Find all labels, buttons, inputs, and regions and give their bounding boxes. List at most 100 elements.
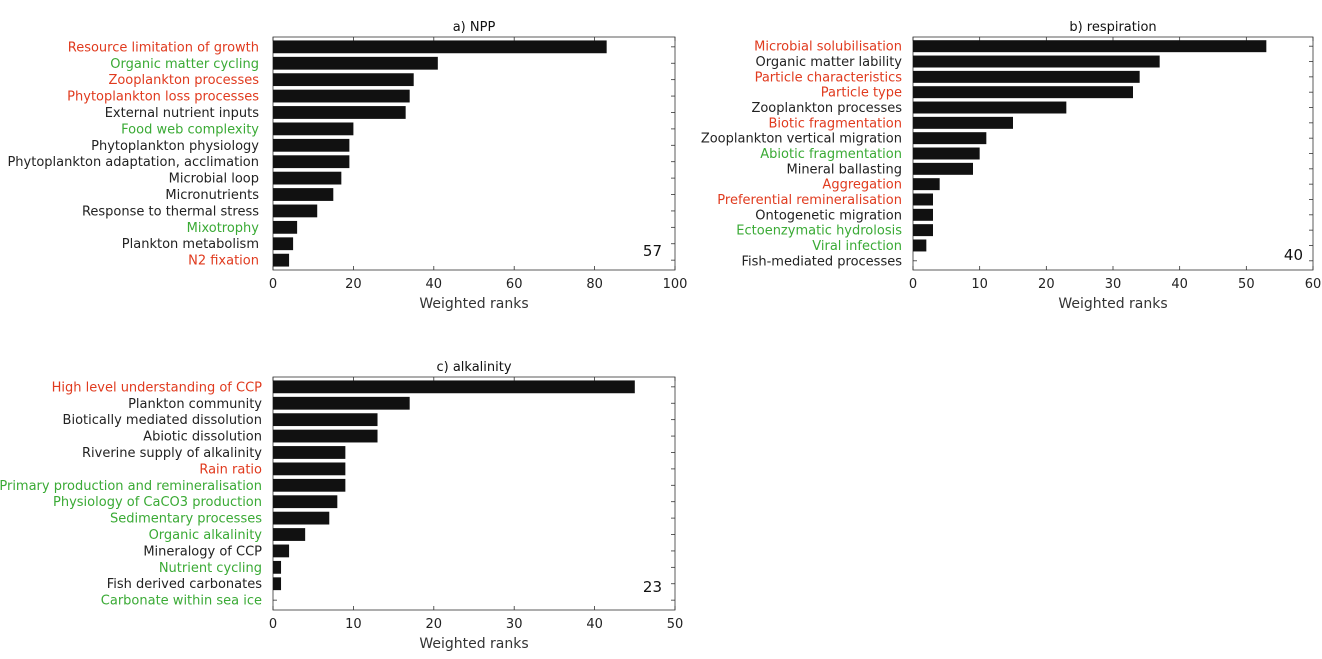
category-label: Particle type xyxy=(821,86,902,101)
x-tick-label: 100 xyxy=(663,277,688,292)
category-label: Viral infection xyxy=(812,239,902,254)
x-tick-label: 30 xyxy=(506,617,523,632)
category-label: Microbial solubilisation xyxy=(754,40,902,55)
category-label: Fish-mediated processes xyxy=(741,254,902,269)
x-tick-label: 0 xyxy=(269,617,277,632)
bar xyxy=(273,122,354,136)
x-tick-label: 20 xyxy=(1038,277,1055,292)
category-label: Plankton community xyxy=(128,397,262,412)
bar xyxy=(273,462,346,476)
bar xyxy=(913,86,1133,99)
bar xyxy=(913,193,933,206)
category-label: Primary production and remineralisation xyxy=(0,479,262,494)
category-label: Organic matter cycling xyxy=(110,57,259,72)
category-label: Mineralogy of CCP xyxy=(143,544,262,559)
category-label: Organic matter lability xyxy=(756,55,903,70)
bar xyxy=(273,188,334,201)
chart-panel-1: a) NPP 0 20 40 60 80 100 Weighted ranks Resource… xyxy=(7,20,687,312)
category-label: Biotic fragmentation xyxy=(769,116,902,131)
category-label: Abiotic dissolution xyxy=(143,430,262,445)
category-label: Abiotic fragmentation xyxy=(760,147,902,162)
x-axis-label: Weighted ranks xyxy=(419,636,528,652)
category-label: Biotically mediated dissolution xyxy=(63,413,262,428)
x-tick-label: 50 xyxy=(667,617,684,632)
bar xyxy=(273,73,414,87)
category-label: Zooplankton processes xyxy=(751,101,902,116)
category-label: Ontogenetic migration xyxy=(755,208,902,223)
x-tick-label: 40 xyxy=(586,617,603,632)
bar xyxy=(273,220,298,234)
category-label: Riverine supply of alkalinity xyxy=(82,446,262,461)
category-label: Mixotrophy xyxy=(187,221,260,236)
category-label: N2 fixation xyxy=(188,254,259,269)
bar xyxy=(273,446,346,459)
category-label: Phytoplankton loss processes xyxy=(67,90,259,105)
category-label: Physiology of CaCO3 production xyxy=(53,495,262,510)
bar xyxy=(913,40,1267,53)
category-label: External nutrient inputs xyxy=(105,106,260,121)
category-label: Plankton metabolism xyxy=(122,237,259,252)
sample-count-annotation: 23 xyxy=(643,578,662,596)
category-label: Phytoplankton physiology xyxy=(91,139,259,154)
category-label: Microbial loop xyxy=(169,172,259,187)
bar xyxy=(913,101,1067,114)
x-tick-label: 20 xyxy=(426,617,443,632)
bar xyxy=(273,237,294,251)
x-tick-label: 80 xyxy=(586,277,603,292)
category-label: Fish derived carbonates xyxy=(107,577,263,592)
category-label: Resource limitation of growth xyxy=(68,40,259,55)
category-label: Zooplankton vertical migration xyxy=(701,132,902,147)
x-tick-label: 20 xyxy=(345,277,362,292)
bar xyxy=(273,429,378,443)
x-axis-label: Weighted ranks xyxy=(1058,296,1167,312)
bar xyxy=(273,495,338,509)
bar xyxy=(273,577,282,591)
bar xyxy=(913,224,933,237)
chart-title: c) alkalinity xyxy=(436,360,511,375)
plot-frame xyxy=(272,376,676,611)
category-label: Aggregation xyxy=(822,178,902,193)
x-tick-label: 10 xyxy=(345,617,362,632)
chart-panel-2: b) respiration 0 10 20 30 40 50 60 Weighted rank… xyxy=(701,20,1321,312)
bar xyxy=(273,380,635,394)
sample-count-annotation: 57 xyxy=(643,242,662,260)
bar xyxy=(273,560,282,574)
category-label: Carbonate within sea ice xyxy=(101,594,262,609)
bar xyxy=(913,208,933,221)
bar xyxy=(913,178,940,191)
bar xyxy=(273,478,346,492)
bar xyxy=(913,70,1140,83)
x-tick-label: 0 xyxy=(909,277,917,292)
bar xyxy=(913,147,980,160)
x-tick-label: 0 xyxy=(269,277,277,292)
bar xyxy=(273,40,607,54)
bar xyxy=(273,138,350,152)
x-tick-label: 60 xyxy=(506,277,523,292)
bar xyxy=(273,106,406,119)
bar xyxy=(913,132,987,145)
category-label: Micronutrients xyxy=(165,188,259,203)
category-label: Mineral ballasting xyxy=(786,162,902,177)
x-tick-label: 60 xyxy=(1305,277,1322,292)
bar xyxy=(273,396,410,410)
x-tick-label: 10 xyxy=(971,277,988,292)
bar xyxy=(273,56,438,70)
chart-title: a) NPP xyxy=(453,20,496,35)
bar xyxy=(273,253,290,267)
x-tick-label: 40 xyxy=(426,277,443,292)
bar xyxy=(913,239,927,252)
x-tick-label: 40 xyxy=(1171,277,1188,292)
bar xyxy=(273,89,410,103)
chart-panel-3: c) alkalinity 0 10 20 30 40 50 Weighted ranks Hi… xyxy=(0,360,683,652)
category-label: Rain ratio xyxy=(199,462,262,477)
bar xyxy=(913,55,1160,68)
chart-title: b) respiration xyxy=(1069,20,1156,35)
category-label: Phytoplankton adaptation, acclimation xyxy=(7,155,259,170)
category-label: Organic alkalinity xyxy=(149,528,263,543)
category-label: Response to thermal stress xyxy=(82,204,259,219)
category-label: Sedimentary processes xyxy=(110,512,262,527)
category-label: High level understanding of CCP xyxy=(52,380,263,395)
plot-frame xyxy=(272,36,676,271)
category-label: Zooplankton processes xyxy=(108,73,259,88)
